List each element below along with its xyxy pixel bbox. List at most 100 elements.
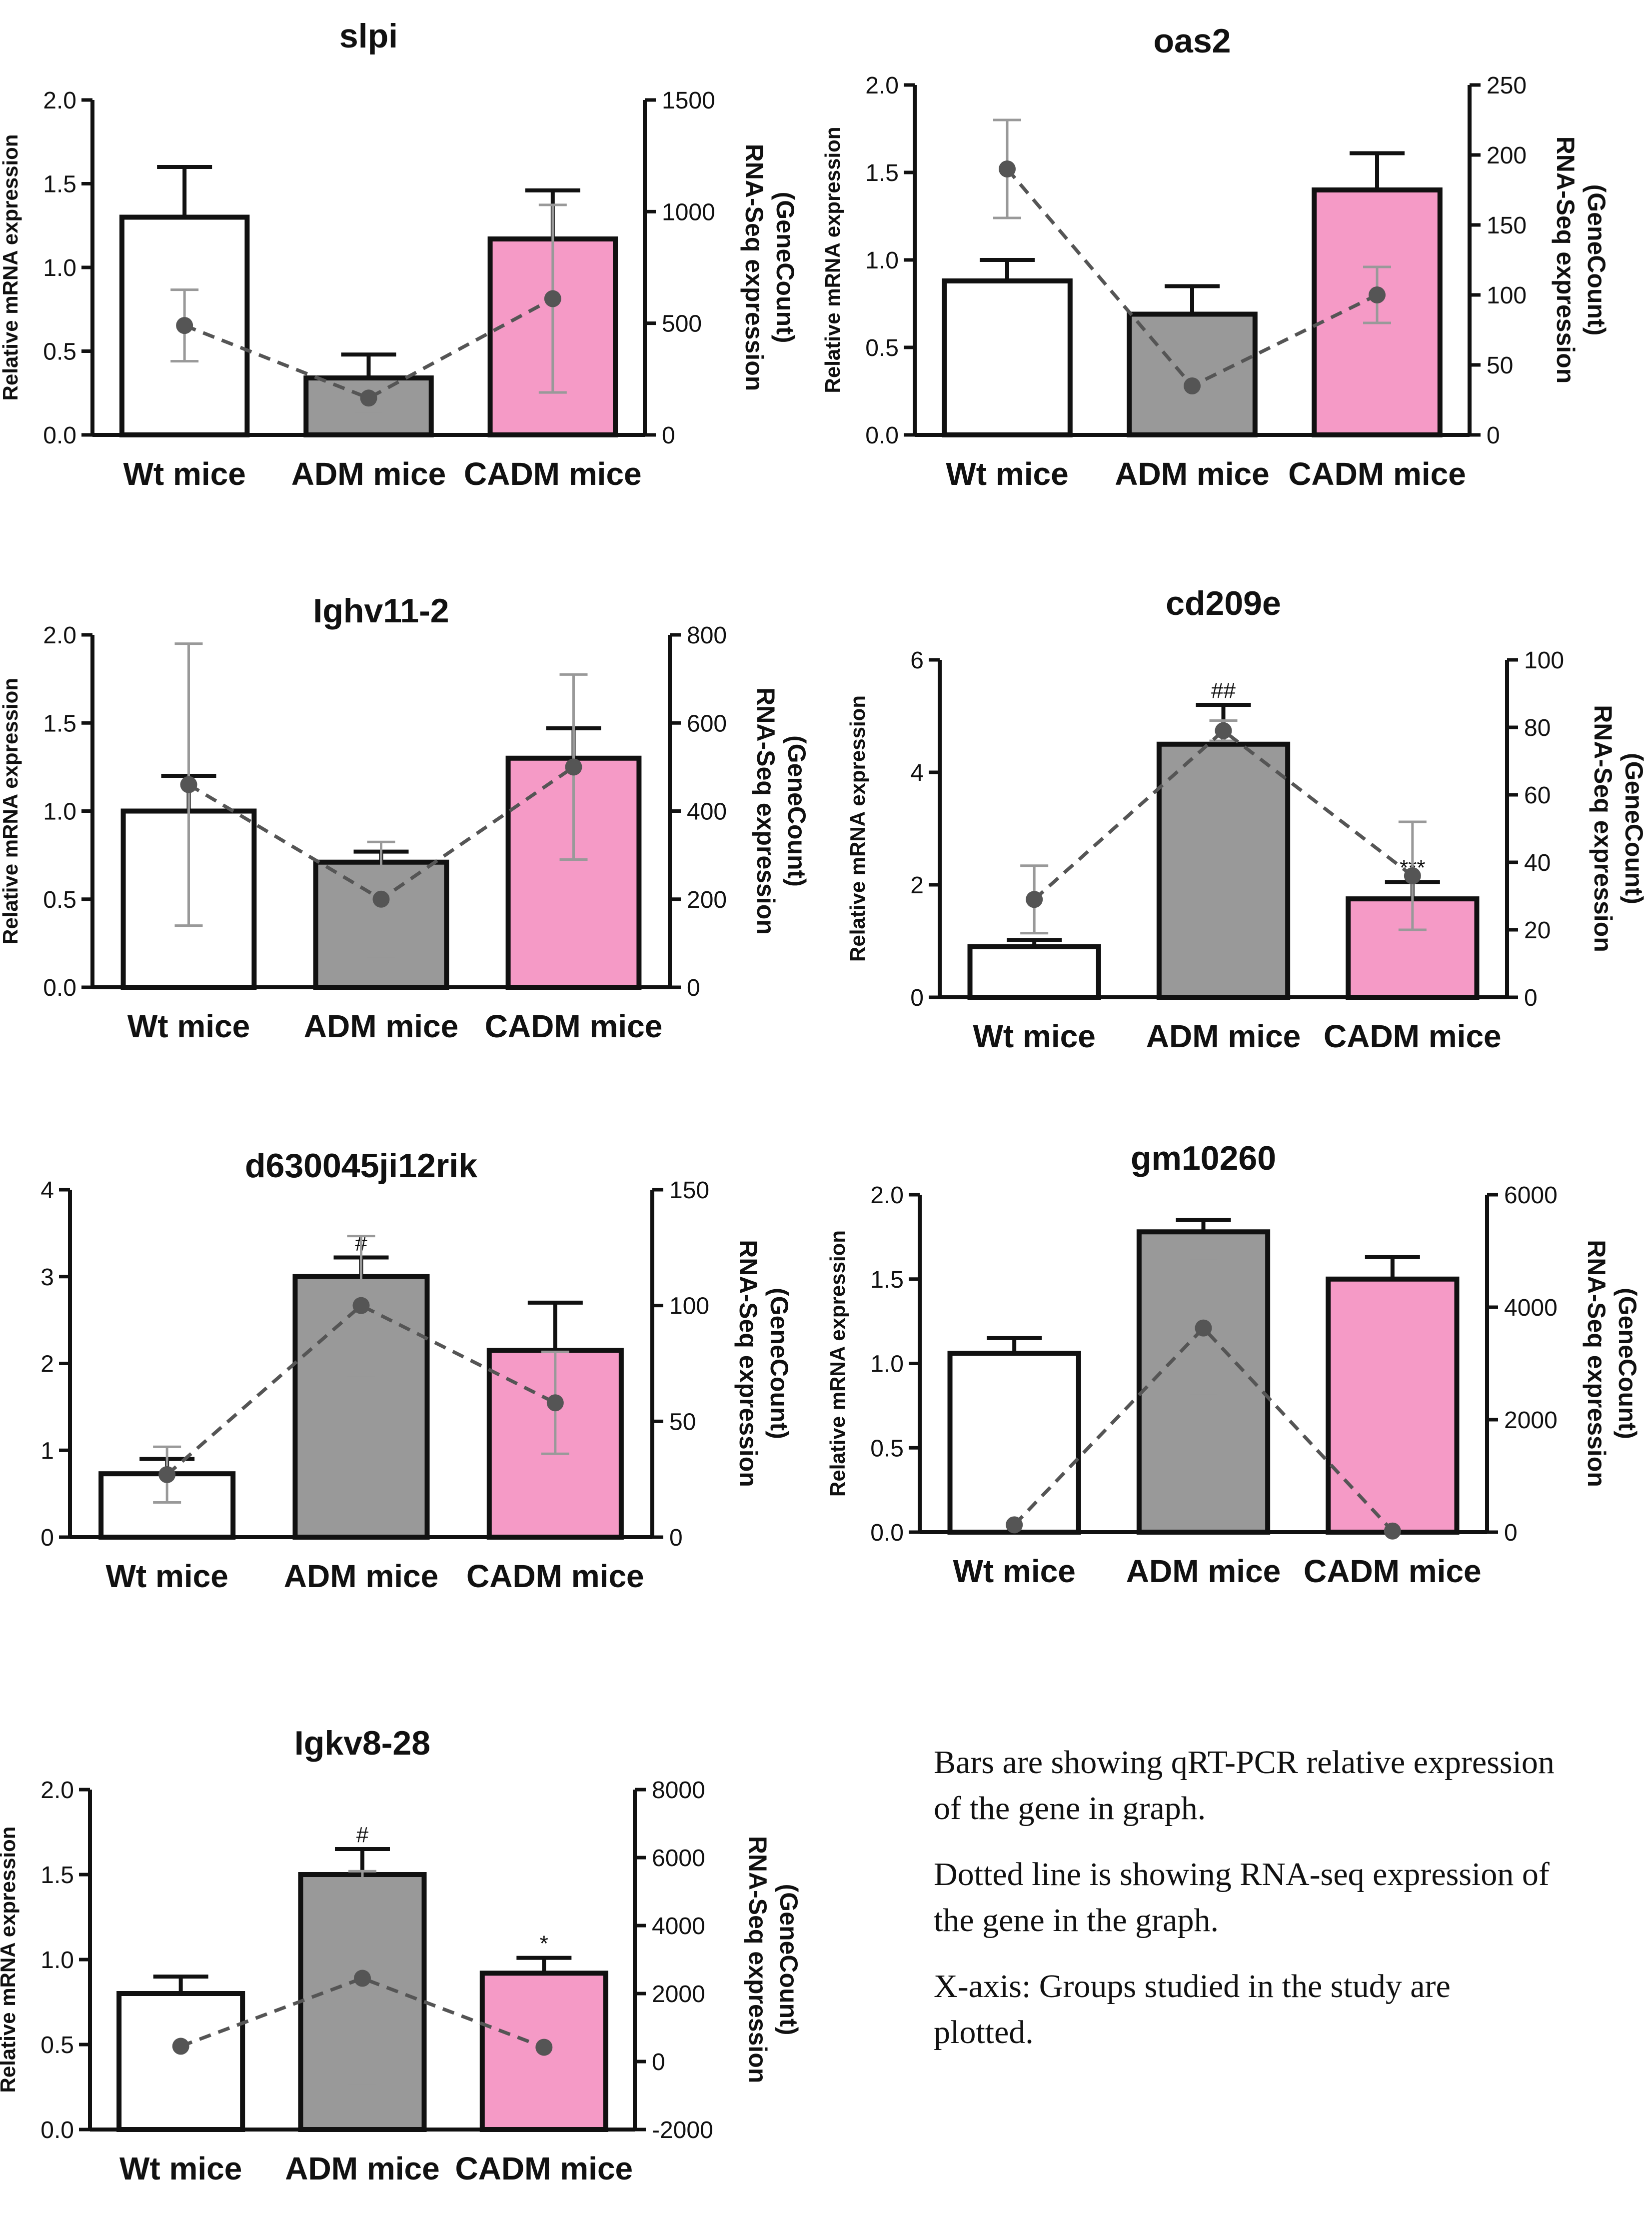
x-category-label: CADM mice — [1324, 1018, 1502, 1054]
right-tick-label: 50 — [1487, 352, 1513, 379]
y-left-axis-label: Relative mRNA expression — [826, 1230, 849, 1497]
y-right-axis-label: (GeneCount) — [783, 735, 811, 887]
right-tick-label: 6000 — [1504, 1182, 1558, 1209]
left-tick-label: 0.0 — [43, 422, 76, 449]
left-tick-label: 1.0 — [43, 255, 76, 281]
x-category-label: ADM mice — [1126, 1553, 1281, 1589]
y-left-axis-label: Relative mRNA expression — [0, 134, 22, 401]
right-tick-label: 1500 — [662, 87, 715, 114]
left-tick-label: 0.5 — [865, 335, 899, 361]
left-tick-label: 2.0 — [870, 1182, 904, 1209]
chart-title: Ighv11-2 — [313, 592, 449, 630]
chart-panel-2: Ighv11-2 0.0 0.5 1.0 1.5 2.0 0 200 400 600 800 Wt m… — [0, 592, 811, 1044]
left-tick-label: 0.5 — [43, 339, 76, 365]
left-tick-label: 1.5 — [40, 1862, 74, 1889]
x-category-label: ADM mice — [1115, 456, 1269, 492]
x-category-label: Wt mice — [123, 456, 245, 492]
left-tick-label: 1.0 — [43, 799, 76, 825]
rnaseq-point-0 — [172, 2038, 189, 2055]
x-category-label: Wt mice — [119, 2151, 242, 2187]
x-category-label: ADM mice — [285, 2151, 439, 2187]
x-category-label: ADM mice — [284, 1558, 438, 1594]
bar-0 — [947, 1351, 1081, 1535]
chart-title: gm10260 — [1131, 1139, 1276, 1177]
left-tick-label: 1.5 — [43, 710, 76, 737]
x-category-label: CADM mice — [1304, 1553, 1482, 1589]
rnaseq-point-2 — [546, 1394, 564, 1412]
bar-0 — [942, 278, 1073, 437]
y-left-axis-label: Relative mRNA expression — [0, 1827, 19, 2093]
x-category-label: ADM mice — [304, 1008, 458, 1044]
x-category-label: Wt mice — [127, 1008, 250, 1044]
left-tick-label: 1.0 — [40, 1947, 74, 1974]
rnaseq-dotted-line — [165, 1303, 556, 1476]
rnaseq-dotted-line — [1033, 728, 1414, 901]
chart-panel-1: oas2 0.0 0.5 1.0 1.5 2.0 0 50 100 150 200 250 Wt mic… — [821, 22, 1611, 492]
bar-2 — [1326, 1276, 1460, 1535]
rnaseq-point-1 — [354, 1970, 371, 1987]
rnaseq-dotted-line — [183, 297, 554, 400]
right-tick-label: 150 — [1487, 212, 1527, 239]
right-tick-label: 0 — [1487, 422, 1500, 449]
rnaseq-point-0 — [999, 160, 1016, 177]
rnaseq-point-0 — [1006, 1516, 1023, 1534]
right-tick-label: 40 — [1524, 850, 1551, 876]
left-tick-label: 0 — [910, 985, 924, 1011]
right-tick-label: 250 — [1487, 72, 1527, 99]
y-right-axis-label: (GeneCount) — [765, 1288, 793, 1439]
rnaseq-point-2 — [565, 758, 582, 776]
left-tick-label: 2.0 — [43, 622, 76, 649]
bar-1 — [1156, 741, 1291, 1000]
left-tick-label: 1.0 — [870, 1351, 904, 1378]
left-tick-label: 2.0 — [865, 72, 899, 99]
rnaseq-point-1 — [372, 890, 390, 908]
rnaseq-point-2 — [535, 2039, 553, 2056]
right-tick-label: 0 — [662, 422, 675, 449]
chart-panel-0: slpi 0.0 0.5 1.0 1.5 2.0 0 500 1000 1500 Wt mice AD… — [0, 17, 799, 492]
x-category-label: CADM mice — [485, 1008, 663, 1044]
right-tick-label: 800 — [687, 622, 727, 649]
x-category-label: Wt mice — [105, 1558, 228, 1594]
chart-panel-5: gm10260 0.0 0.5 1.0 1.5 2.0 0 2000 4000 6000 Wt mi… — [826, 1139, 1642, 1589]
rnaseq-point-0 — [1026, 891, 1043, 908]
rnaseq-point-0 — [180, 776, 197, 793]
right-tick-label: 200 — [1487, 142, 1527, 169]
bar-0 — [967, 944, 1101, 1000]
right-tick-label: 400 — [687, 799, 727, 825]
bar-0 — [116, 1991, 245, 2132]
x-category-label: ADM mice — [291, 456, 446, 492]
left-tick-label: 0 — [40, 1525, 54, 1551]
left-tick-label: 1 — [40, 1438, 54, 1464]
left-tick-label: 0.5 — [40, 2032, 74, 2059]
right-tick-label: 1000 — [662, 199, 715, 225]
y-right-axis-label: RNA-Seq expression — [1589, 705, 1617, 952]
rnaseq-point-1 — [1184, 377, 1201, 394]
right-tick-label: 20 — [1524, 917, 1551, 944]
figure-legend-note: Bars are showing qRT-PCR relative expres… — [934, 1740, 1559, 2076]
left-tick-label: 2.0 — [43, 87, 76, 114]
right-tick-label: 0 — [1524, 985, 1538, 1011]
right-tick-label: 2000 — [1504, 1407, 1558, 1434]
y-left-axis-label: Relative mRNA expression — [846, 695, 869, 962]
right-tick-label: 2000 — [652, 1981, 705, 2008]
left-tick-label: 0.0 — [870, 1520, 904, 1546]
left-tick-label: 4 — [910, 760, 924, 786]
rnaseq-point-2 — [1369, 286, 1386, 303]
left-tick-label: 3 — [40, 1264, 54, 1291]
y-right-axis-label: RNA-Seq expression — [734, 1240, 762, 1487]
note-line-bars: Bars are showing qRT-PCR relative expres… — [934, 1744, 1555, 1827]
y-left-axis-label: Relative mRNA expression — [821, 127, 844, 393]
left-tick-label: 6 — [910, 647, 924, 674]
left-tick-label: 0.5 — [870, 1435, 904, 1462]
chart-title: cd209e — [1166, 584, 1281, 622]
y-right-axis-label: (GeneCount) — [1583, 184, 1611, 336]
right-tick-label: -2000 — [652, 2117, 713, 2144]
x-category-label: ADM mice — [1146, 1018, 1301, 1054]
rnaseq-point-0 — [158, 1466, 176, 1483]
y-right-axis-label: (GeneCount) — [775, 1884, 803, 2036]
right-tick-label: 0 — [687, 975, 700, 1001]
x-category-label: Wt mice — [946, 456, 1068, 492]
right-tick-label: 100 — [669, 1293, 709, 1320]
